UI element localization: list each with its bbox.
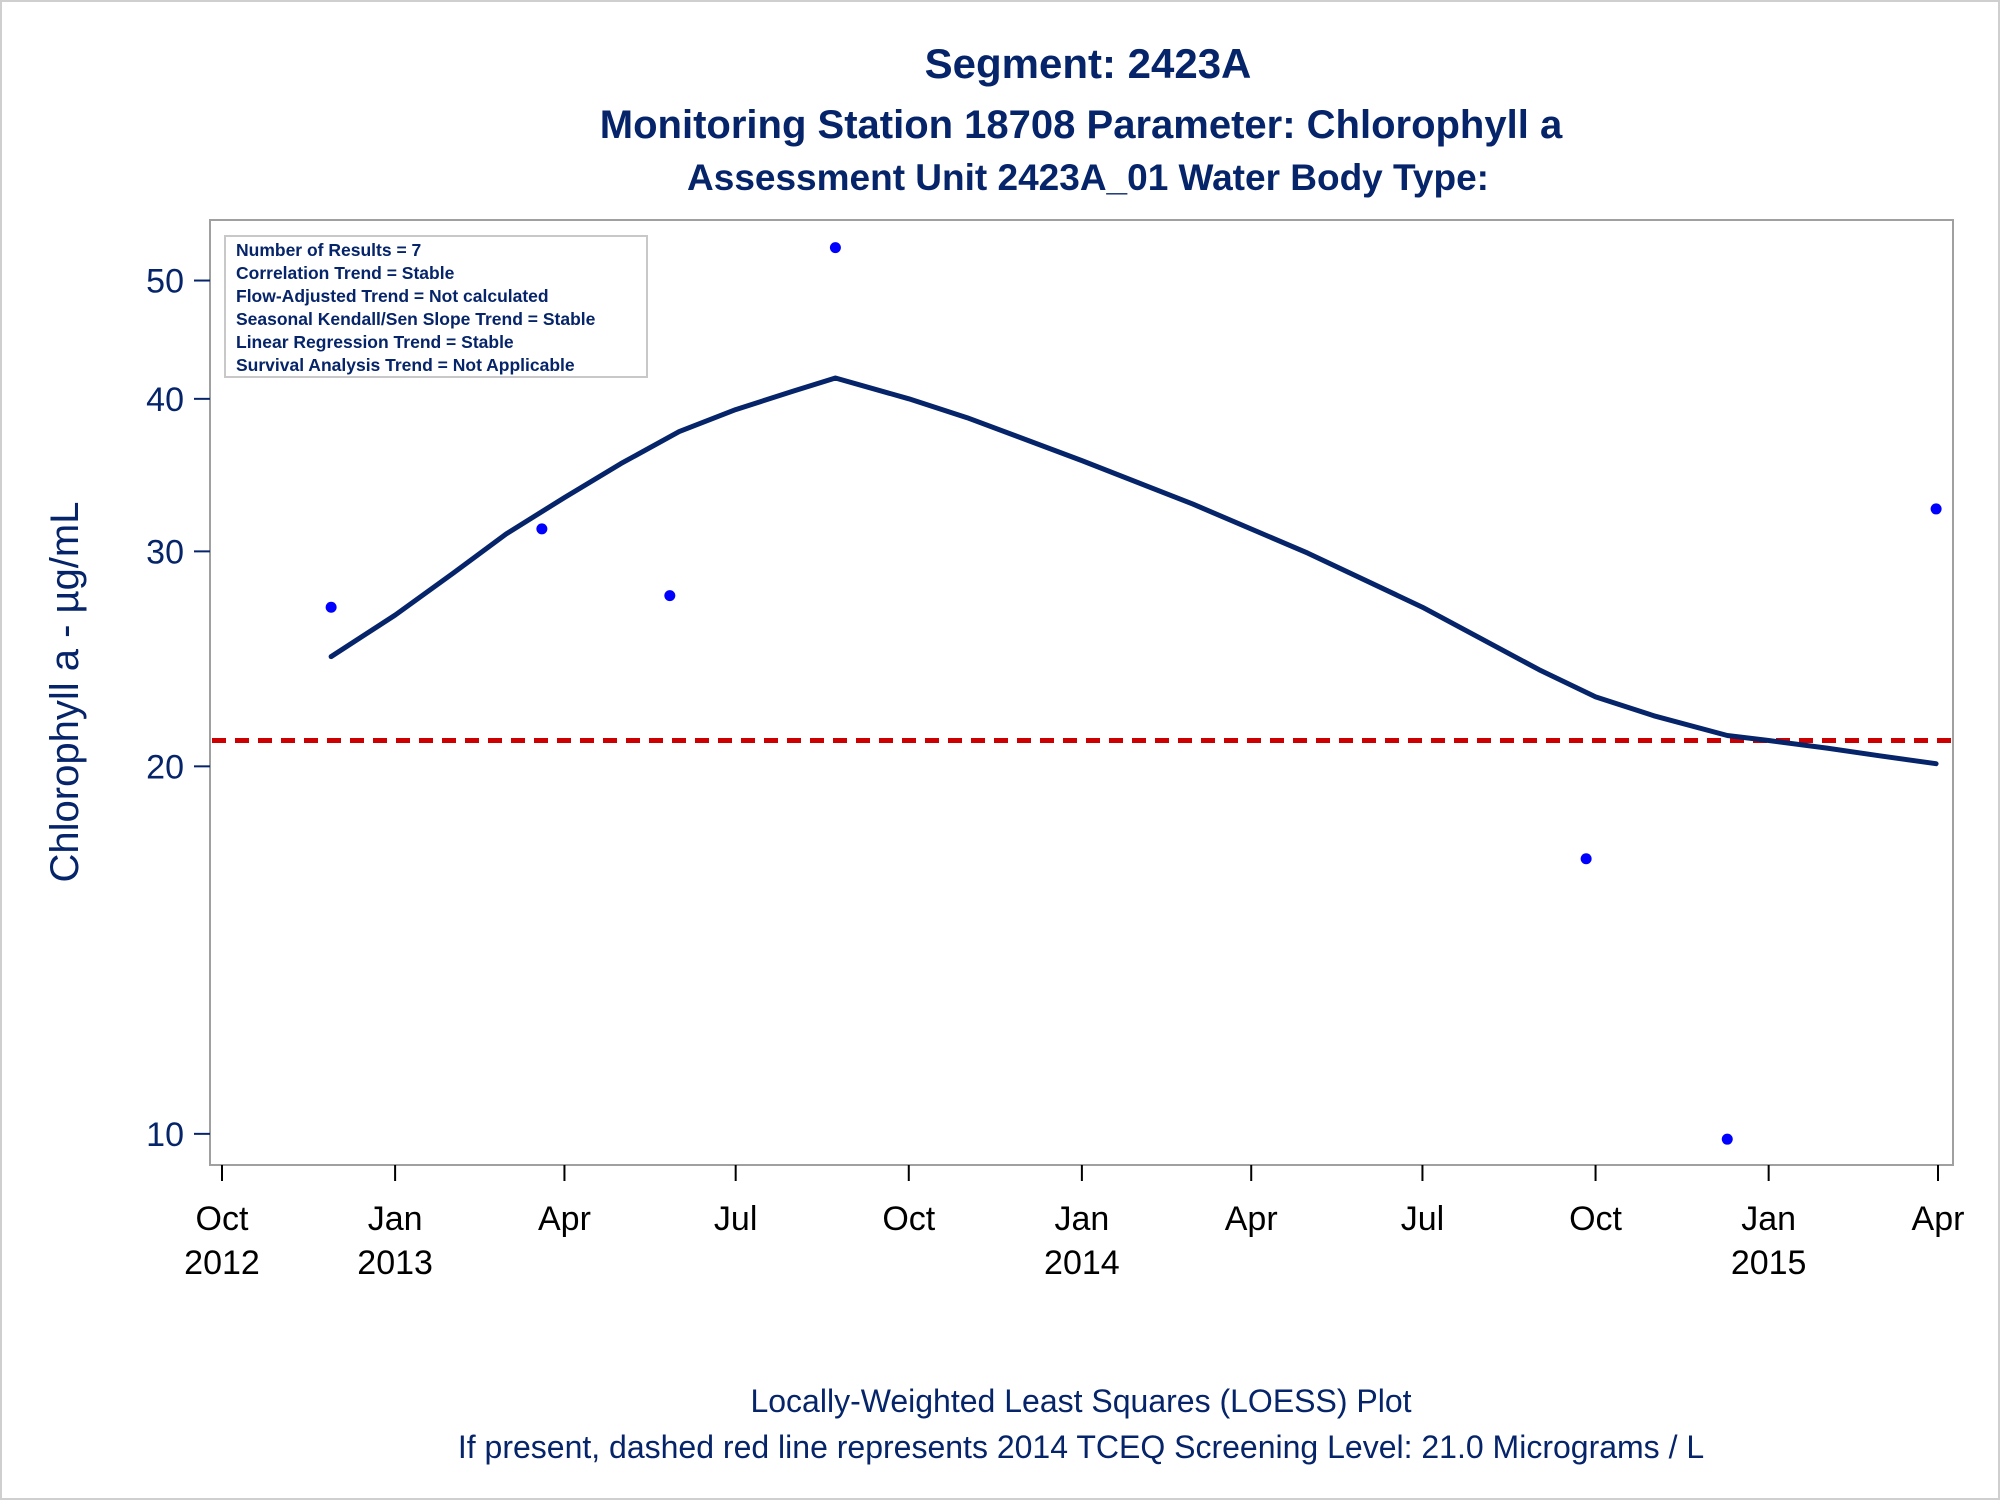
info-line: Number of Results = 7 xyxy=(236,240,421,260)
loess-line xyxy=(328,375,1939,767)
points-group xyxy=(325,242,1942,1145)
y-axis: 10 20 30 40 50 xyxy=(146,263,210,1154)
x-tick-label: Oct xyxy=(196,1200,249,1238)
y-axis-label: Chlorophyll a - µg/mL xyxy=(43,502,87,883)
info-box: Number of Results = 7 Correlation Trend … xyxy=(224,235,648,378)
info-line: Seasonal Kendall/Sen Slope Trend = Stabl… xyxy=(236,309,596,329)
x-tick-label: Jul xyxy=(714,1200,757,1238)
x-axis: Oct 2012 Jan 2013 Apr Jul Oct Jan 2014 Apr Jul Oct J… xyxy=(184,1165,1964,1282)
y-tick-label: 20 xyxy=(146,748,184,786)
info-line: Survival Analysis Trend = Not Applicable xyxy=(236,355,575,375)
x-tick-label: Oct xyxy=(1569,1200,1622,1238)
footnote-2: If present, dashed red line represents 2… xyxy=(458,1429,1704,1465)
chart-subtitle-2: Assessment Unit 2423A_01 Water Body Type… xyxy=(687,157,1489,198)
x-tick-year-label: 2012 xyxy=(184,1244,260,1282)
x-tick-label: Apr xyxy=(1912,1200,1965,1238)
info-line: Correlation Trend = Stable xyxy=(236,263,455,283)
info-line: Linear Regression Trend = Stable xyxy=(236,332,514,352)
data-point xyxy=(1721,1133,1733,1145)
x-tick-year-label: 2015 xyxy=(1731,1244,1807,1282)
data-point xyxy=(1580,853,1592,865)
x-tick-label: Jan xyxy=(1741,1200,1796,1238)
x-tick-label: Jan xyxy=(1054,1200,1109,1238)
y-tick-label: 30 xyxy=(146,533,184,571)
y-tick-label: 10 xyxy=(146,1116,184,1154)
x-tick-label: Jan xyxy=(368,1200,423,1238)
data-point xyxy=(325,601,337,613)
chart-subtitle: Monitoring Station 18708 Parameter: Chlo… xyxy=(600,103,1563,147)
x-tick-year-label: 2014 xyxy=(1044,1244,1120,1282)
info-box-border xyxy=(224,235,648,378)
loess-group xyxy=(328,375,1939,767)
x-tick-label: Oct xyxy=(882,1200,935,1238)
y-tick-label: 50 xyxy=(146,263,184,301)
data-point xyxy=(536,523,548,535)
data-point xyxy=(829,242,841,254)
footnote-1: Locally-Weighted Least Squares (LOESS) P… xyxy=(750,1383,1411,1419)
x-tick-label: Apr xyxy=(1225,1200,1278,1238)
x-tick-label: Jul xyxy=(1401,1200,1444,1238)
x-tick-label: Apr xyxy=(538,1200,591,1238)
info-line: Flow-Adjusted Trend = Not calculated xyxy=(236,286,549,306)
x-tick-year-label: 2013 xyxy=(357,1244,433,1282)
data-point xyxy=(1930,503,1942,515)
y-tick-label: 40 xyxy=(146,381,184,419)
data-point xyxy=(664,590,676,602)
chart-title: Segment: 2423A xyxy=(925,40,1252,87)
